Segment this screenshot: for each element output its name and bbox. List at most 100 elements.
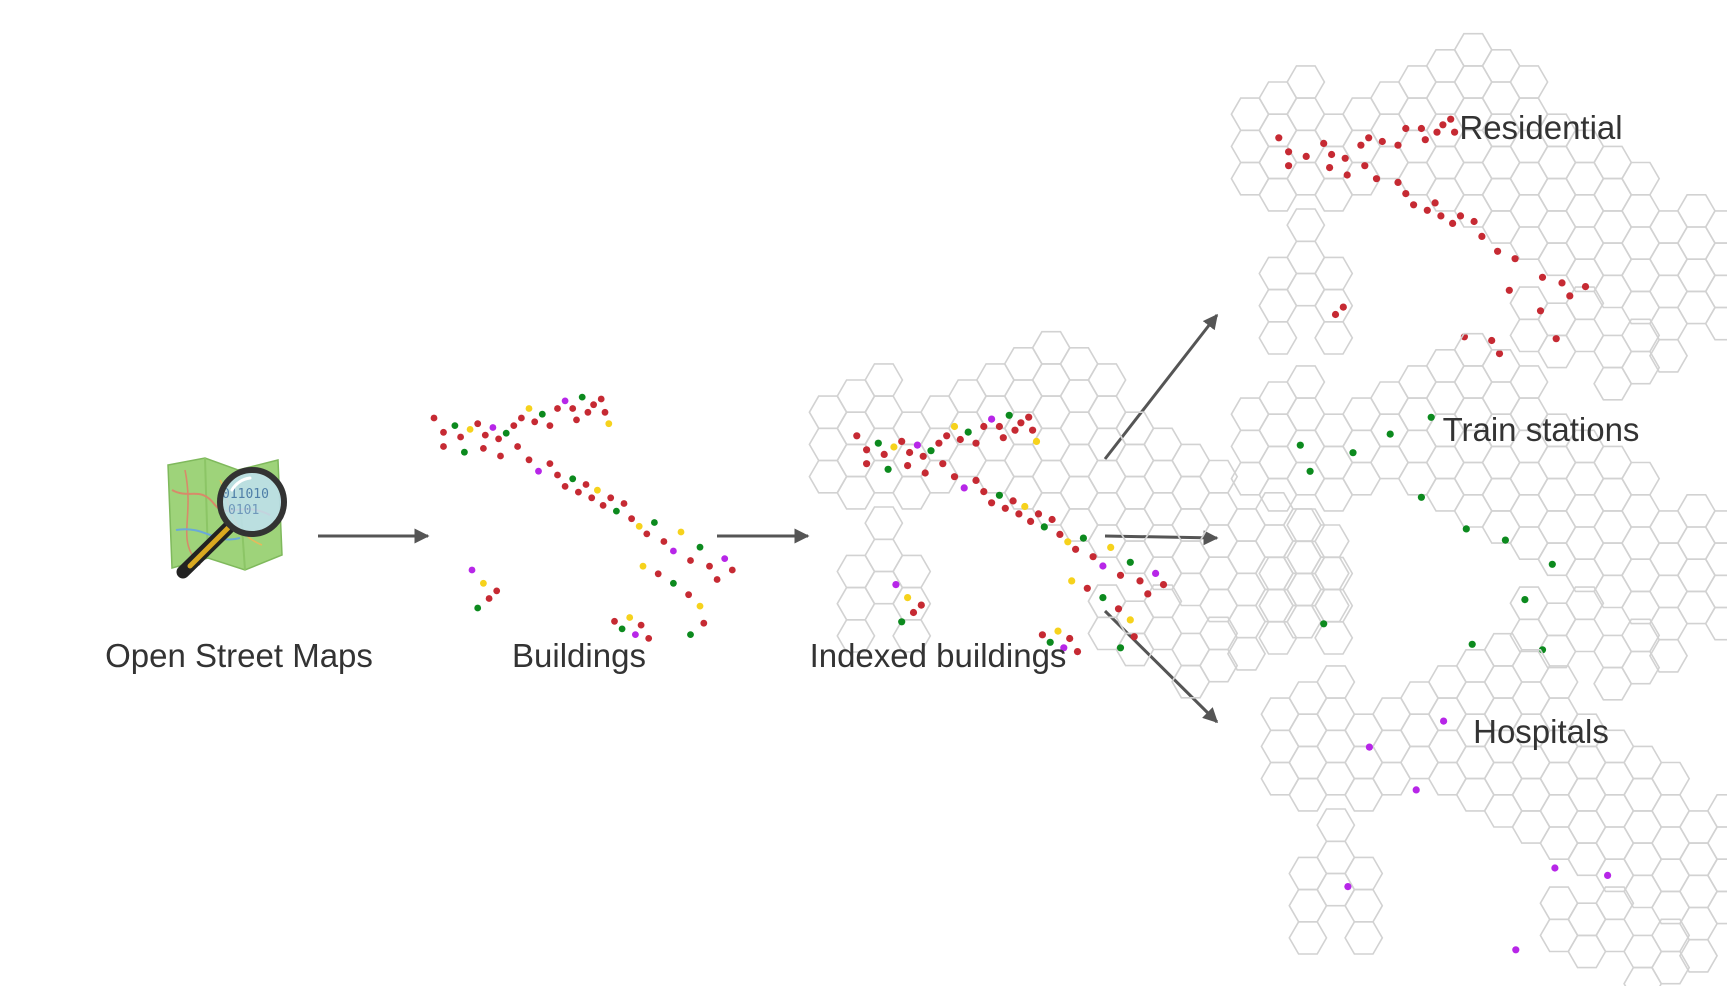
hex-cell [1567, 745, 1607, 780]
hex-cell [1226, 604, 1267, 639]
building-point [1009, 497, 1017, 505]
hex-cell [1483, 632, 1523, 667]
hex-cell [1372, 697, 1412, 732]
building-point [964, 428, 972, 436]
hex-cell [1565, 526, 1605, 561]
arrow-to-train-stations [1104, 530, 1219, 546]
building-point [461, 448, 468, 456]
building-point [518, 414, 525, 422]
building-point [626, 614, 634, 621]
hex-cell [1593, 510, 1633, 544]
building-point [1107, 543, 1115, 552]
hex-cell [1595, 826, 1635, 861]
building-point [1468, 640, 1476, 648]
hex-cell [1621, 194, 1661, 228]
building-point [687, 631, 694, 638]
hex-cell [1143, 616, 1183, 651]
building-point [1470, 217, 1478, 226]
hex-cell [1314, 477, 1354, 512]
hex-cell [1651, 826, 1691, 861]
building-point [605, 420, 613, 428]
building-point [1566, 292, 1574, 300]
hex-cell [1258, 413, 1298, 448]
building-point [1025, 413, 1033, 421]
building-point [988, 499, 996, 507]
building-point [654, 570, 662, 578]
hex-cell [1286, 429, 1326, 464]
hex-cell [1567, 934, 1607, 969]
hex-cell [947, 443, 988, 478]
hex-cell [1676, 558, 1716, 593]
hex-cell [1258, 288, 1298, 323]
building-point [590, 401, 597, 409]
hex-cell [1115, 540, 1155, 575]
hex-cell [1314, 177, 1354, 212]
building-point [573, 416, 580, 424]
building-point [713, 576, 721, 583]
building-point [1341, 154, 1349, 162]
building-point [584, 408, 592, 416]
building-point [561, 397, 569, 405]
building-point [988, 415, 996, 423]
hex-cell [1286, 208, 1326, 243]
hex-cell [1059, 508, 1099, 542]
building-point [1038, 631, 1046, 639]
hex-cell [1031, 363, 1071, 397]
hex-cell [1623, 934, 1663, 969]
hex-cell [1230, 97, 1270, 132]
hex-cell [1226, 636, 1267, 671]
building-point [1126, 616, 1134, 624]
building-point [1089, 553, 1097, 561]
building-point [1440, 717, 1448, 725]
hex-cell [1425, 145, 1465, 180]
building-point [1449, 219, 1457, 227]
hex-cell [1143, 427, 1183, 462]
hex-cell [1288, 888, 1328, 923]
building-point [921, 469, 929, 477]
hex-cell [1481, 210, 1521, 244]
hex-cell [1565, 194, 1605, 228]
hex-cell [1171, 540, 1211, 575]
hex-cell [1537, 302, 1577, 337]
building-point [1331, 310, 1340, 319]
building-point [1032, 437, 1041, 445]
hex-cell [1676, 290, 1716, 325]
hex-cell [1676, 258, 1716, 293]
building-point [554, 405, 561, 412]
hex-cell [1288, 856, 1328, 891]
building-point [1349, 449, 1357, 457]
building-point [1056, 530, 1064, 539]
hex-cell [1059, 443, 1099, 478]
building-point [502, 429, 510, 437]
building-point [863, 446, 871, 454]
hex-cell [836, 411, 876, 446]
building-point [935, 439, 943, 447]
building-point [972, 476, 980, 484]
building-point [474, 604, 482, 612]
hex-cell [1427, 665, 1467, 699]
hex-cell [1539, 886, 1579, 921]
hex-cell [1288, 777, 1328, 812]
hex-cell [1258, 113, 1298, 148]
building-point [1116, 644, 1125, 652]
hex-cell [836, 586, 876, 621]
building-point [1495, 350, 1504, 358]
building-point [597, 395, 605, 403]
building-point [1551, 864, 1559, 872]
building-point [1536, 307, 1545, 315]
building-point [480, 445, 487, 452]
building-point [1378, 137, 1386, 146]
building-point [1417, 124, 1425, 133]
building-point [1361, 162, 1369, 170]
hex-cell [1397, 129, 1437, 164]
hex-cell [1509, 318, 1549, 353]
hex-cell [1425, 113, 1465, 148]
hex-cell [1453, 365, 1493, 399]
building-point [853, 432, 861, 440]
hex-cell [1704, 306, 1727, 341]
hex-cell [1648, 338, 1689, 373]
building-point [1099, 594, 1107, 602]
hex-cell [1397, 365, 1437, 399]
building-point [1431, 199, 1439, 207]
